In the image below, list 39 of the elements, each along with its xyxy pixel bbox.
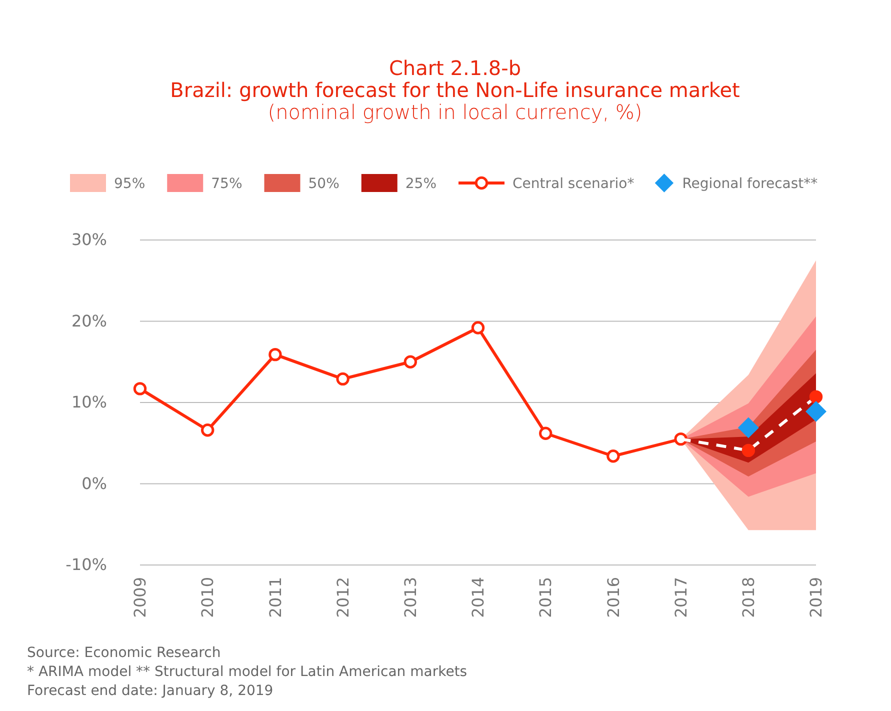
x-tick-label: 2012 <box>333 577 352 618</box>
y-tick-label: 20% <box>71 311 107 330</box>
x-tick-label: 2019 <box>806 577 826 618</box>
x-tick-label: 2018 <box>739 577 758 618</box>
y-tick-label: 30% <box>71 230 107 250</box>
x-tick-label: 2011 <box>266 577 285 618</box>
x-tick-label: 2010 <box>198 577 218 618</box>
point <box>809 390 823 404</box>
point <box>606 450 620 463</box>
legend-label: 75% <box>211 176 242 192</box>
chart-subtitle: (nominal growth in local currency, %) <box>268 100 642 124</box>
legend-label: Central scenario* <box>512 176 634 192</box>
chart-title: Chart 2.1.8-b Brazil: growth forecast for the Non-Life insurance market <box>170 56 740 102</box>
point <box>742 444 755 458</box>
x-tick-label: 2017 <box>671 577 690 618</box>
x-tick-label: 2015 <box>536 577 556 618</box>
point <box>539 426 552 440</box>
legend-label: 50% <box>308 176 340 192</box>
legend-label: 25% <box>405 176 436 192</box>
x-tick-label: 2014 <box>468 577 488 618</box>
legend-label: Regional forecast** <box>682 176 818 192</box>
legend-label: 95% <box>114 176 146 192</box>
point <box>336 372 350 386</box>
point <box>404 355 417 368</box>
text: * ARIMA model ** Structural model for Latin American markets <box>27 664 468 680</box>
point <box>133 382 147 396</box>
point <box>268 348 282 362</box>
point <box>738 418 758 438</box>
y-tick-label: -10% <box>66 555 107 574</box>
text: Forecast end date: January 8, 2019 <box>27 683 274 699</box>
point <box>201 424 214 437</box>
x-tick-label: 2013 <box>401 577 420 618</box>
point <box>806 402 826 422</box>
source-note: Source: Economic Research <box>27 645 221 661</box>
y-tick-label: 10% <box>71 392 107 412</box>
y-tick-label: 0% <box>82 474 107 493</box>
x-tick-label: 2009 <box>130 577 150 618</box>
x-tick-label: 2016 <box>604 577 623 618</box>
point <box>471 321 485 334</box>
